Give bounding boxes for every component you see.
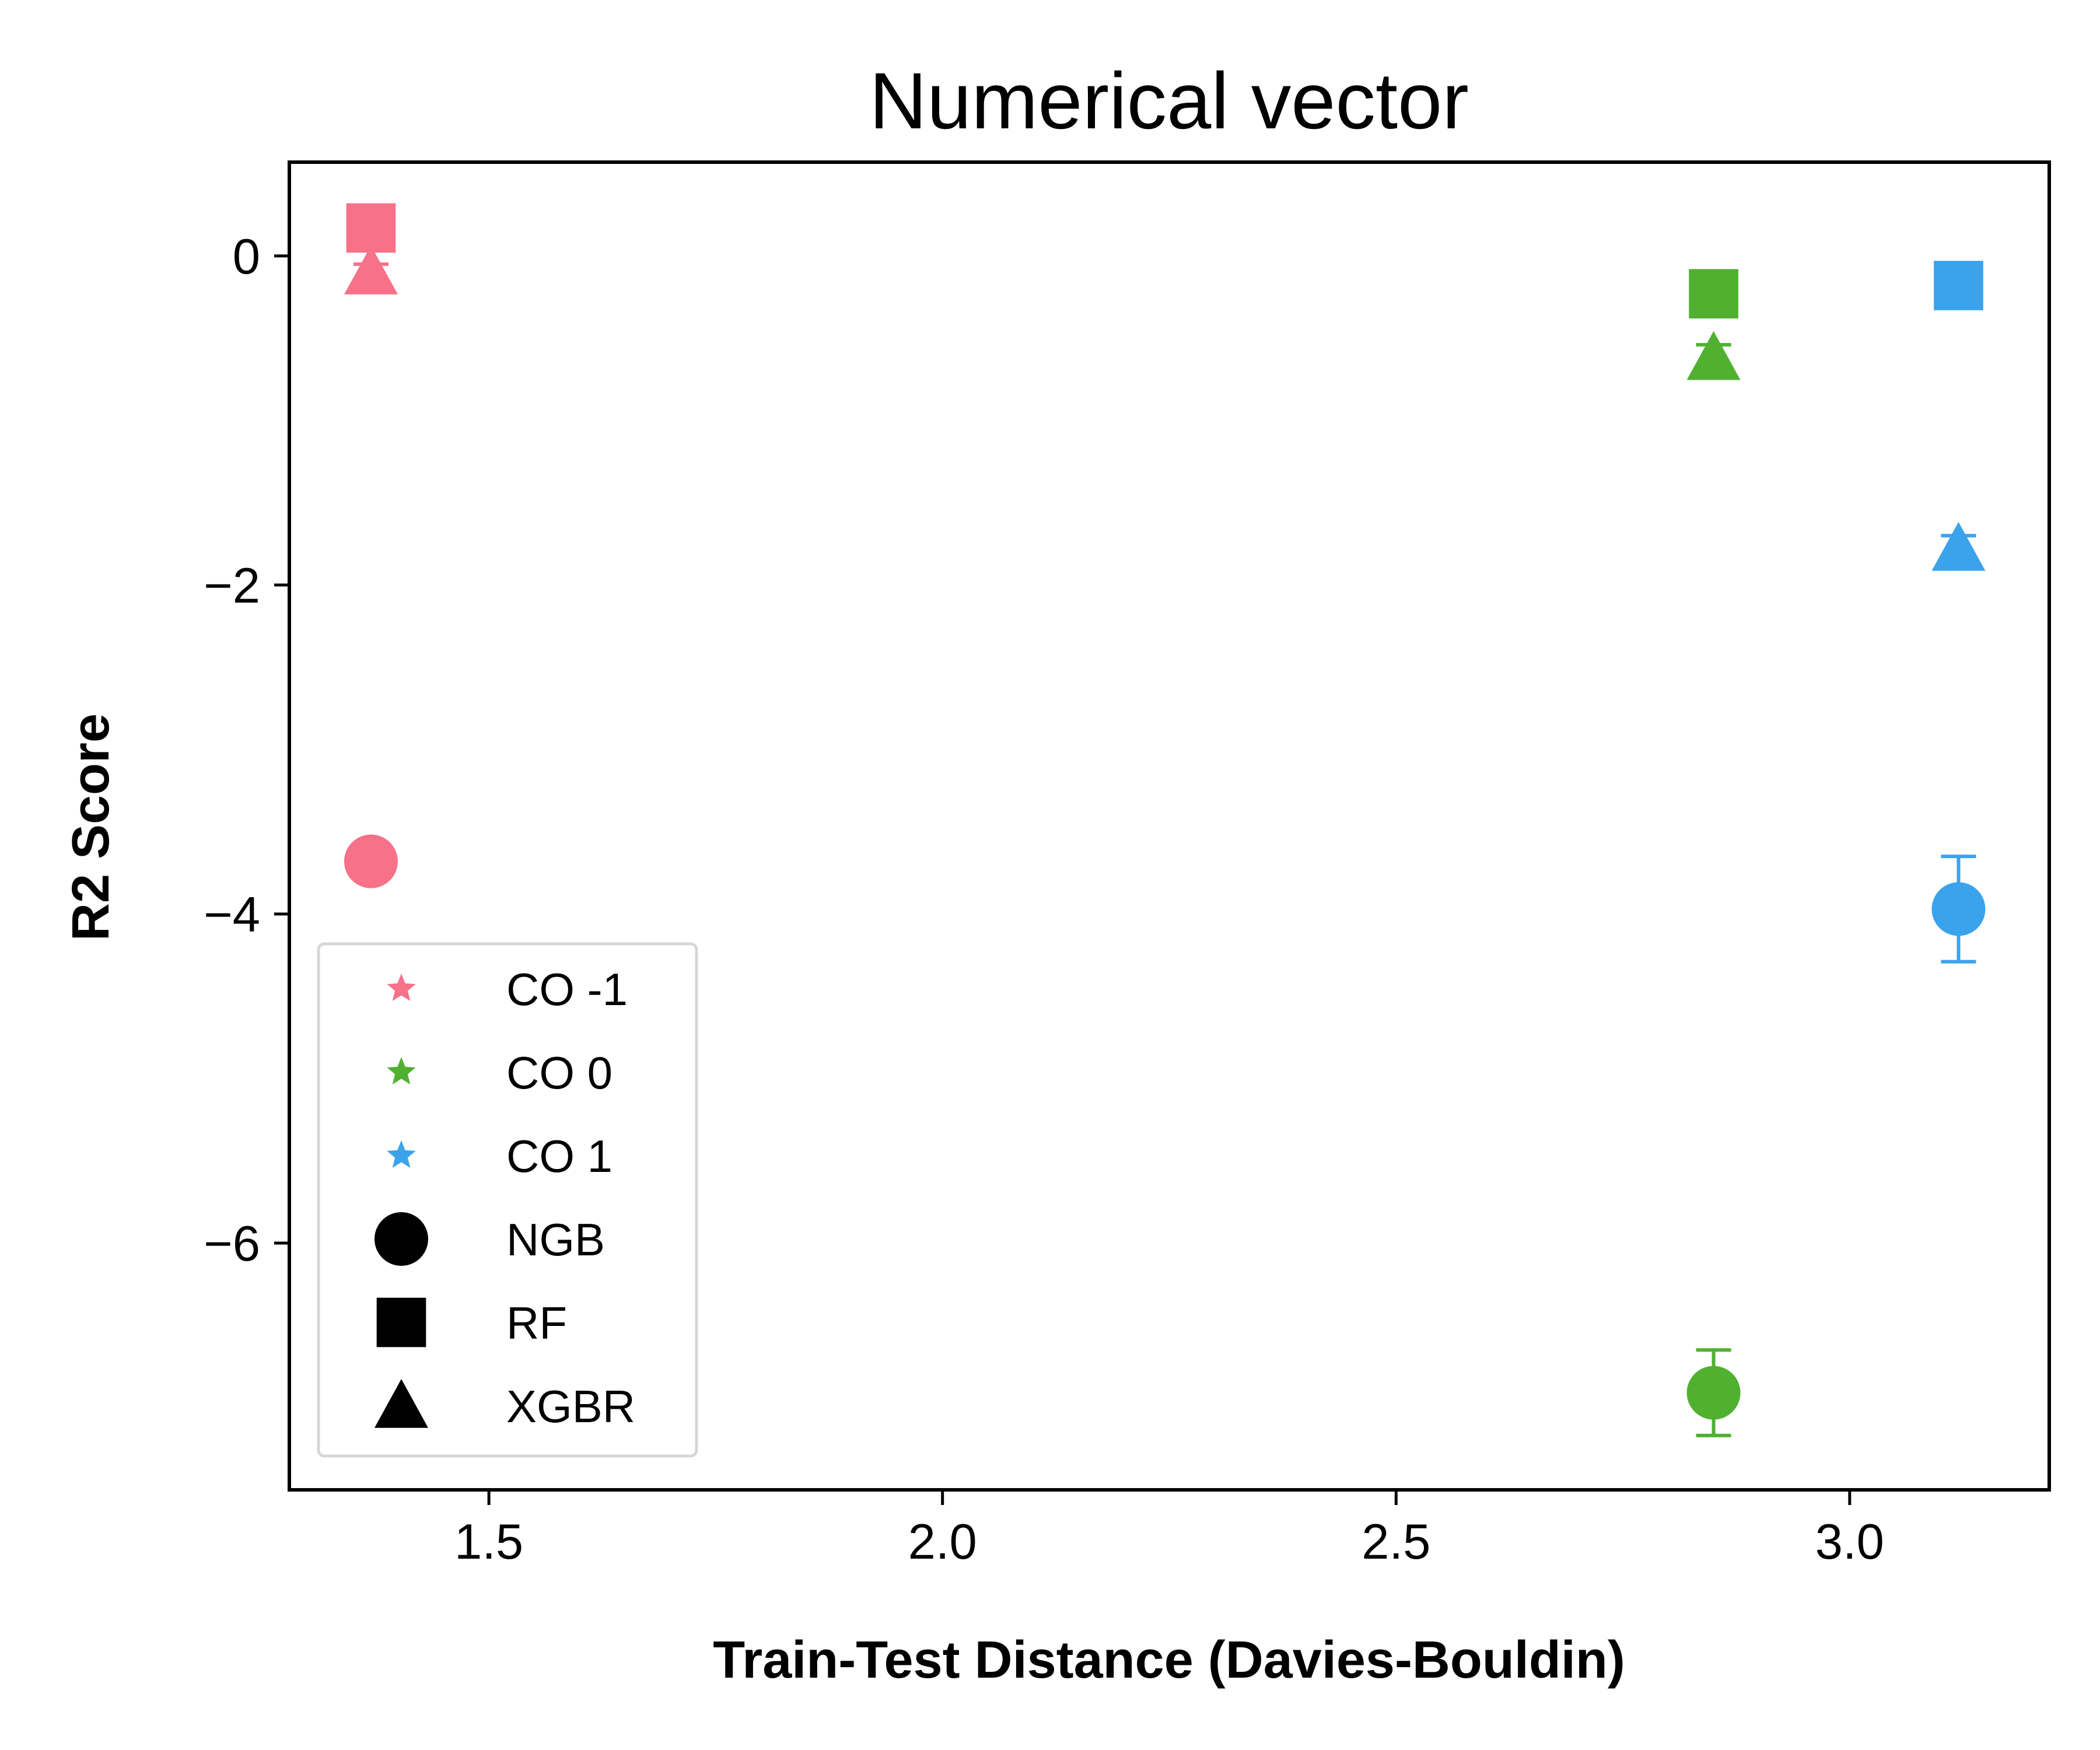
point-co-0-ngb [1686,1348,1741,1437]
point-marker-circle [1686,1366,1741,1420]
legend-item-xgbr: XGBR [374,1379,635,1432]
x-tick-label: 2.0 [908,1514,977,1570]
point-marker-triangle [1686,331,1741,380]
legend-box [317,942,698,1458]
legend-item-ngb: NGB [374,1212,605,1266]
legend-label: CO 1 [506,1130,612,1182]
legend-item-rf: RF [376,1297,567,1349]
x-tick-label: 2.5 [1362,1514,1430,1570]
legend-label: XGBR [506,1381,635,1432]
point-marker-square [346,203,396,253]
legend-item-co-1: CO -1 [387,964,628,1015]
point-marker-square [1934,261,1983,310]
point-co-1-xgbr [1931,522,1986,571]
legend-marker-star [387,1140,416,1168]
legend-label: CO -1 [506,964,628,1015]
data-points [344,203,1986,1437]
point-marker-triangle [344,245,398,295]
x-tick-label: 3.0 [1815,1514,1884,1570]
legend-label: CO 0 [506,1047,612,1098]
legend: CO -1 CO 0 CO 1 NGB RF XGBR [317,942,698,1458]
legend-item-co-1: CO 1 [387,1130,612,1182]
x-axis-title: Train-Test Distance (Davies-Bouldin) [713,1631,1625,1689]
y-tick-label: 0 [233,229,260,285]
y-tick-label: −6 [204,1216,260,1272]
point-co-1-xgbr [344,245,398,295]
point-co-1-rf [346,203,396,253]
legend-label: RF [506,1297,567,1349]
legend-label: NGB [506,1214,605,1265]
point-co-1-ngb [344,834,398,888]
legend-marker-circle [374,1212,428,1266]
legend-item-co-0: CO 0 [387,1047,612,1098]
chart-title: Numerical vector [869,57,1469,146]
legend-marker-square [376,1297,426,1348]
y-tick-label: −4 [204,887,260,943]
legend-marker-triangle [374,1379,428,1428]
point-co-1-rf [1934,261,1983,310]
point-marker-square [1689,269,1738,318]
y-axis-title: R2 Score [62,713,120,941]
point-co-1-ngb [1931,855,1986,964]
legend-marker-star [387,1057,416,1084]
point-marker-circle [344,834,398,888]
y-axis: 0 −2 −4 −6 [204,229,289,1272]
y-tick-label: −2 [204,558,260,614]
point-co-0-xgbr [1686,331,1741,380]
point-marker-circle [1931,882,1986,936]
point-marker-triangle [1931,522,1986,571]
legend-marker-star [387,974,416,1001]
x-tick-label: 1.5 [454,1514,523,1570]
point-co-0-rf [1689,269,1738,318]
x-axis: 1.5 2.0 2.5 3.0 [454,1490,1884,1570]
